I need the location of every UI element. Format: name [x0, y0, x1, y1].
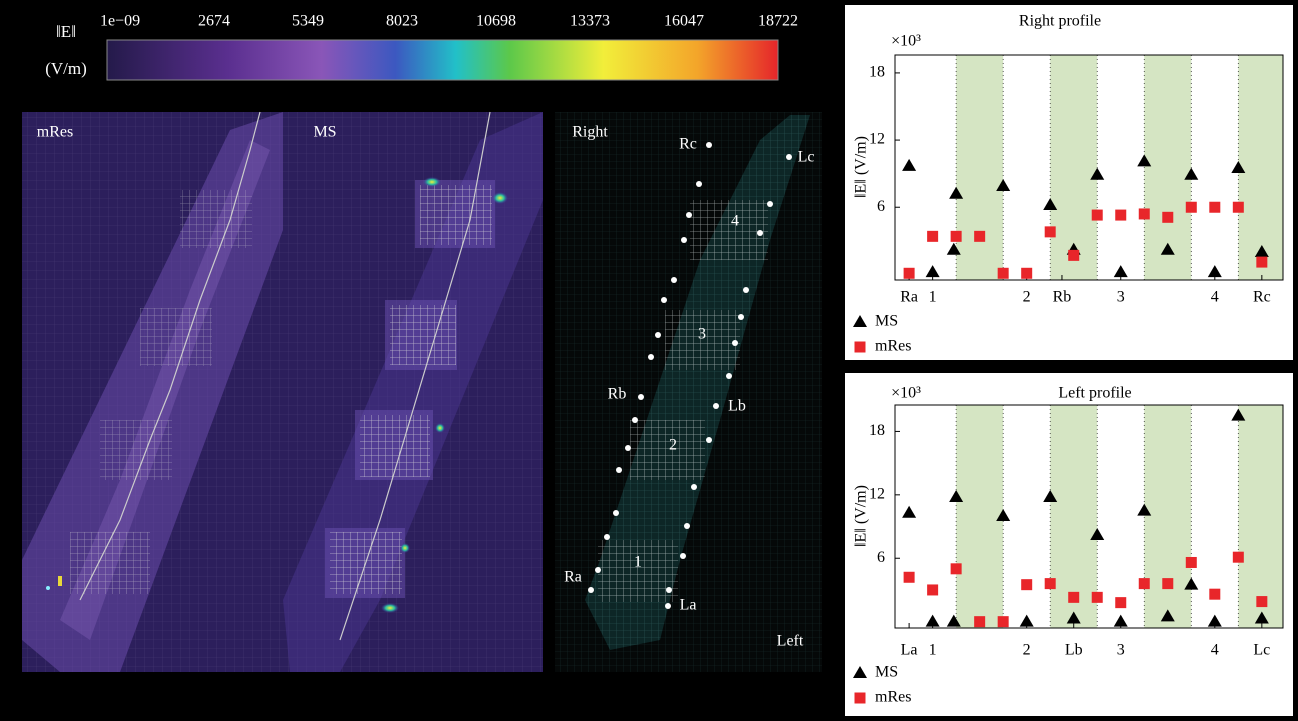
marker — [1162, 578, 1173, 589]
marker — [1021, 579, 1032, 590]
shaded-band — [1238, 405, 1285, 628]
panel-label: MS — [313, 124, 336, 141]
colorbar — [107, 40, 778, 80]
marker — [904, 268, 915, 279]
y-tick-label: 18 — [869, 64, 885, 81]
marker — [1045, 226, 1056, 237]
y-tick-label: 12 — [869, 486, 885, 503]
point-label: 1 — [634, 554, 642, 571]
colorbar-tick-label: 1e−09 — [100, 13, 140, 30]
marker — [927, 231, 938, 242]
marker — [1092, 210, 1103, 221]
ms-image — [283, 112, 543, 672]
marker — [998, 268, 1009, 279]
colorbar-tick-label: 13373 — [570, 13, 610, 30]
y-tick-label: 6 — [877, 549, 885, 566]
marker — [951, 563, 962, 574]
shaded-band — [956, 55, 1003, 280]
x-tick-label: La — [901, 642, 918, 659]
point-label: 2 — [669, 437, 677, 454]
shaded-band — [1144, 405, 1191, 628]
colorbar-tick-label: 2674 — [198, 13, 230, 30]
marker — [1209, 589, 1220, 600]
marker — [1256, 257, 1267, 268]
mres-image — [22, 112, 283, 672]
point-label: La — [680, 597, 697, 614]
x-tick-label: 2 — [1023, 289, 1031, 306]
x-tick-label: 1 — [929, 289, 937, 306]
y-multiplier: ×10³ — [891, 33, 921, 50]
marker — [1068, 250, 1079, 261]
marker — [1139, 578, 1150, 589]
marker — [1162, 212, 1173, 223]
shaded-band — [956, 405, 1003, 628]
colorbar-unit: (V/m) — [45, 59, 87, 78]
marker — [1139, 208, 1150, 219]
figure: ‖E‖ (V/m) — [0, 0, 1298, 721]
x-tick-label: Rb — [1053, 289, 1072, 306]
colorbar-tick-label: 18722 — [758, 13, 798, 30]
colorbar-tick-label: 10698 — [476, 13, 516, 30]
marker — [951, 231, 962, 242]
marker — [974, 616, 985, 627]
marker — [1233, 202, 1244, 213]
chart-title: Right profile — [1019, 13, 1101, 30]
x-tick-label: 4 — [1211, 289, 1219, 306]
y-tick-label: 6 — [877, 198, 885, 215]
marker — [1068, 592, 1079, 603]
point-label: Lb — [728, 398, 746, 415]
panel-label: Left — [777, 633, 804, 650]
y-multiplier: ×10³ — [891, 385, 921, 402]
point-label: 3 — [698, 326, 706, 343]
marker — [855, 342, 866, 353]
marker — [998, 616, 1009, 627]
marker — [904, 572, 915, 583]
panel-label: Right — [572, 124, 608, 141]
marker — [1115, 210, 1126, 221]
point-label: 4 — [731, 213, 739, 230]
marker — [1209, 202, 1220, 213]
mesh-image — [555, 112, 822, 672]
y-tick-label: 18 — [869, 422, 885, 439]
x-tick-label: Rc — [1253, 289, 1271, 306]
x-tick-label: Ra — [900, 289, 918, 306]
x-tick-label: Lc — [1253, 642, 1270, 659]
marker — [974, 231, 985, 242]
marker — [1115, 597, 1126, 608]
legend-label: mRes — [875, 689, 911, 706]
colorbar-tick-label: 8023 — [386, 13, 418, 30]
marker — [1186, 202, 1197, 213]
marker — [927, 584, 938, 595]
marker — [1233, 552, 1244, 563]
x-tick-label: 4 — [1211, 642, 1219, 659]
x-tick-label: 3 — [1117, 642, 1125, 659]
colorbar-label: ‖E‖ — [56, 22, 76, 41]
legend-label: mRes — [875, 338, 911, 355]
colorbar-tick-label: 16047 — [664, 13, 704, 30]
marker — [1021, 268, 1032, 279]
y-axis-label: ‖E‖ (V/m) — [853, 485, 870, 547]
marker — [855, 693, 866, 704]
colorbar-tick-label: 5349 — [292, 13, 324, 30]
x-tick-label: Lb — [1065, 642, 1083, 659]
x-tick-label: 1 — [929, 642, 937, 659]
y-axis-label: ‖E‖ (V/m) — [853, 136, 870, 198]
point-label: Rc — [679, 136, 697, 153]
marker — [1256, 596, 1267, 607]
legend-label: MS — [875, 664, 898, 681]
point-label: Ra — [564, 569, 582, 586]
x-tick-label: 2 — [1023, 642, 1031, 659]
marker — [1045, 578, 1056, 589]
y-tick-label: 12 — [869, 131, 885, 148]
point-label: Lc — [798, 149, 815, 166]
marker — [1186, 557, 1197, 568]
x-tick-label: 3 — [1117, 289, 1125, 306]
legend-label: MS — [875, 313, 898, 330]
chart-title: Left profile — [1058, 385, 1131, 402]
point-label: Rb — [608, 386, 627, 403]
marker — [1092, 592, 1103, 603]
panel-label: mRes — [37, 124, 73, 141]
